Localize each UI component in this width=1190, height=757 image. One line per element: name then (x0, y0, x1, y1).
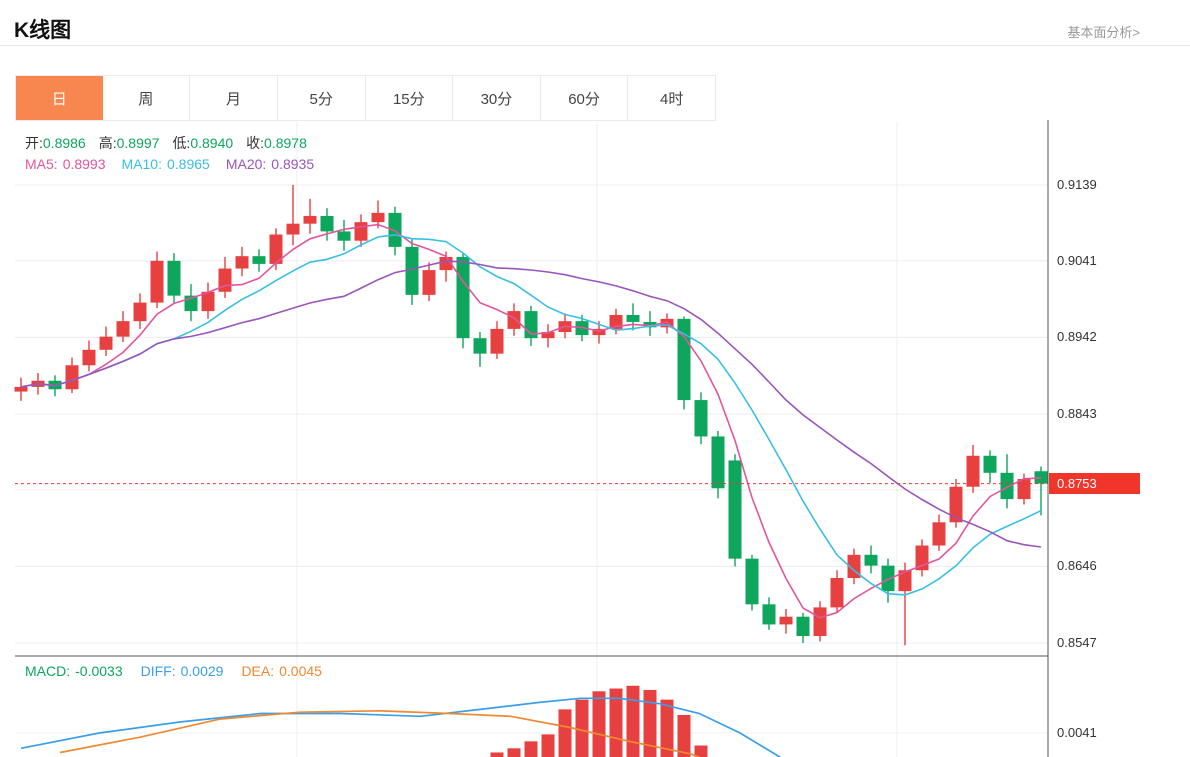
diff-line (20, 697, 782, 757)
ma5-line (20, 223, 1042, 619)
ohlc-low: 低:0.8940 (172, 135, 234, 151)
macd-value-item: MACD: -0.0033 (25, 663, 123, 679)
tab-15min[interactable]: 15分 (365, 76, 454, 120)
tab-5min[interactable]: 5分 (277, 76, 366, 120)
y-axis-label: 0.8547 (1057, 635, 1097, 650)
macd-histogram (490, 685, 708, 757)
ohlc-high: 高:0.8997 (98, 135, 160, 151)
grid (15, 122, 1048, 757)
tab-30min[interactable]: 30分 (453, 76, 541, 120)
tab-month[interactable]: 月 (190, 76, 278, 120)
dea-value-item: DEA: 0.0045 (241, 663, 322, 679)
header-divider (0, 45, 1190, 46)
ohlc-legend: 开:0.8986 高:0.8997 低:0.8940 收:0.8978 (25, 133, 307, 153)
ma20-line (20, 260, 1042, 548)
macd-legend: MACD: -0.0033 DIFF: 0.0029 DEA: 0.0045 (25, 663, 322, 679)
period-tabbar: 日 周 月 5分 15分 30分 60分 4时 (15, 75, 716, 121)
dea-line (59, 709, 702, 757)
diff-value-item: DIFF: 0.0029 (140, 663, 224, 679)
candles-group (14, 185, 1048, 646)
tab-4hour[interactable]: 4时 (628, 76, 715, 120)
y-axis-label: 0.8843 (1057, 406, 1097, 421)
ohlc-open: 开:0.8986 (25, 135, 86, 151)
ma20-legend-item: MA20: 0.8935 (225, 156, 315, 172)
tab-week[interactable]: 周 (102, 76, 191, 120)
y-axis-label: 0.9041 (1057, 252, 1097, 268)
fundamental-analysis-link[interactable]: 基本面分析> (1067, 25, 1140, 40)
ohlc-close: 收:0.8978 (246, 135, 307, 151)
ma10-legend-item: MA10: 0.8965 (121, 156, 210, 172)
ma10-line (20, 233, 1042, 596)
page-title: K线图 (14, 19, 72, 42)
y-axis-label: 0.8942 (1057, 329, 1097, 345)
current-price-tag: 0.8753 (1049, 473, 1140, 495)
ma-legend: MA5: 0.8993 MA10: 0.8965 MA20: 0.8935 (25, 156, 314, 172)
tab-day[interactable]: 日 (16, 76, 103, 120)
y-axis-label: 0.8646 (1057, 558, 1097, 574)
tab-60min[interactable]: 60分 (540, 76, 629, 120)
y-axis-label: 0.9139 (1057, 177, 1097, 192)
macd-y-axis-label: 0.0041 (1057, 725, 1097, 740)
ma5-legend-item: MA5: 0.8993 (25, 156, 106, 172)
